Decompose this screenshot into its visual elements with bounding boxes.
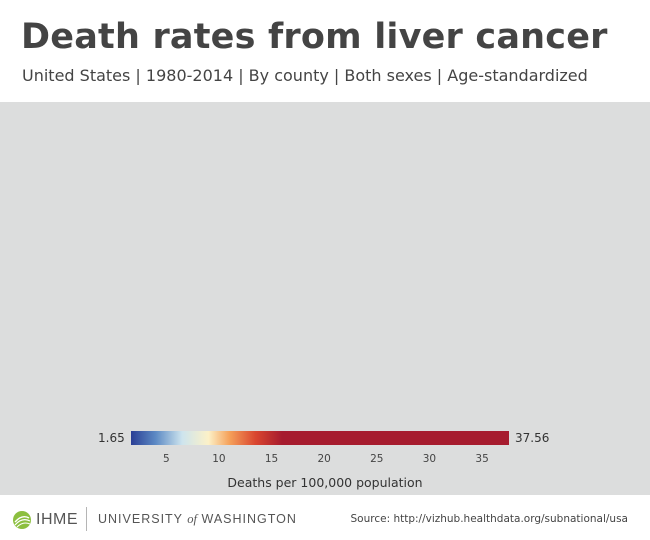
header: Death rates from liver cancer United Sta… <box>0 0 650 102</box>
legend-tick-label: 30 <box>423 453 436 465</box>
map-area[interactable] <box>0 102 650 495</box>
page-subtitle: United States | 1980-2014 | By county | … <box>22 66 588 85</box>
legend-min-label: 1.65 <box>98 431 125 445</box>
university-of: of <box>187 512 198 526</box>
legend-scale: 5 10 15 20 25 30 35 <box>131 431 509 465</box>
footer-divider <box>86 507 87 531</box>
legend-color-bar <box>131 431 509 445</box>
ihme-wordmark: IHME <box>36 511 78 528</box>
legend-tick-label: 15 <box>265 453 278 465</box>
legend-tick-label: 25 <box>370 453 383 465</box>
university-wordmark: UNIVERSITY of WASHINGTON <box>98 512 297 527</box>
page-title: Death rates from liver cancer <box>21 17 608 57</box>
legend-tick-label: 10 <box>212 453 225 465</box>
legend-tick-label: 35 <box>475 453 488 465</box>
footer: IHME UNIVERSITY of WASHINGTON Source: ht… <box>0 495 650 540</box>
color-legend: 1.65 5 10 15 20 25 30 35 37.56 Deaths per 100,… <box>0 425 650 495</box>
legend-title: Deaths per 100,000 population <box>227 475 423 490</box>
legend-tick-label: 5 <box>163 453 170 465</box>
university-part1: UNIVERSITY <box>98 512 183 526</box>
ihme-logo-icon <box>13 511 31 529</box>
university-part2: WASHINGTON <box>201 512 297 526</box>
legend-tick-label: 20 <box>318 453 331 465</box>
legend-max-label: 37.56 <box>515 431 550 445</box>
source-text: Source: http://vizhub.healthdata.org/sub… <box>350 513 629 525</box>
